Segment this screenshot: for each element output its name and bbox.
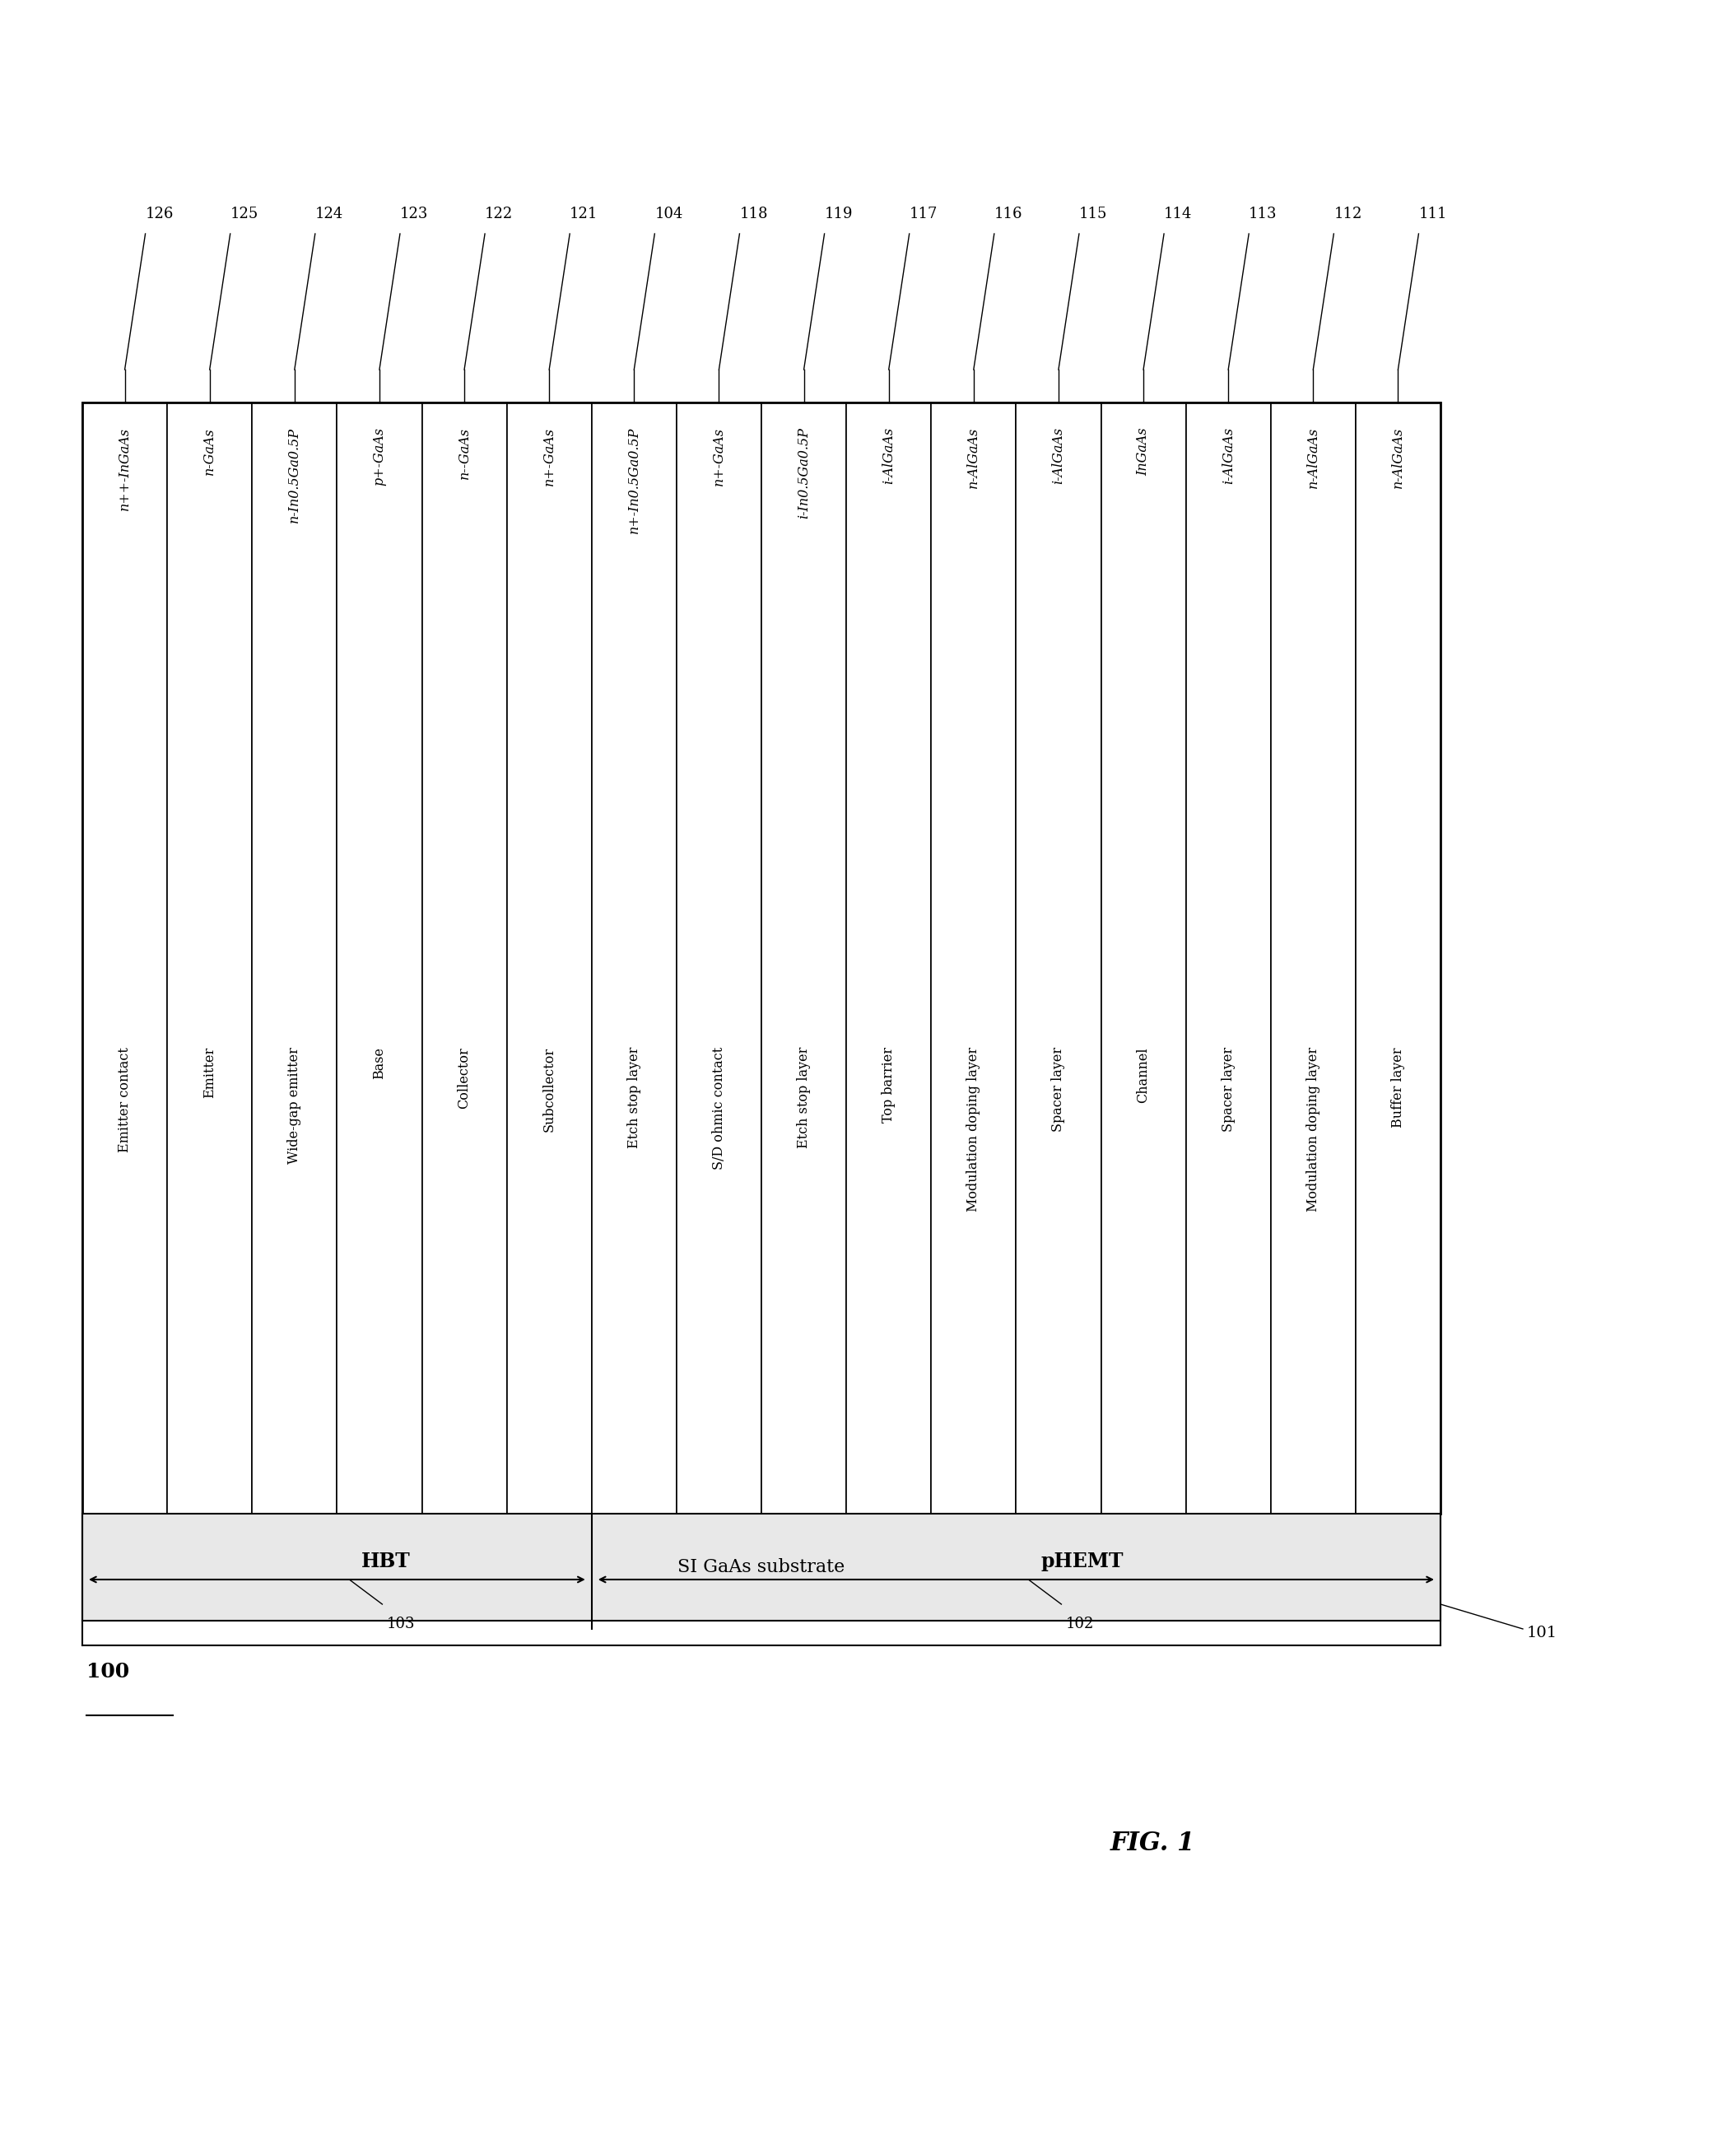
Text: Etch stop layer: Etch stop layer	[627, 1046, 641, 1149]
Bar	[1101, 403, 1186, 1513]
Text: 116: 116	[995, 207, 1023, 222]
Text: 123: 123	[399, 207, 429, 222]
Text: 125: 125	[231, 207, 259, 222]
Text: n-In0.5Ga0.5P: n-In0.5Ga0.5P	[288, 426, 302, 522]
Text: Spacer layer: Spacer layer	[1222, 1046, 1236, 1132]
Text: Base: Base	[373, 1046, 387, 1078]
Text: SI GaAs substrate: SI GaAs substrate	[677, 1558, 845, 1577]
Text: 103: 103	[387, 1617, 415, 1632]
Text: Emitter contact: Emitter contact	[118, 1046, 132, 1153]
Text: Emitter: Emitter	[203, 1046, 217, 1097]
Text: 102: 102	[1066, 1617, 1094, 1632]
Text: 111: 111	[1418, 207, 1448, 222]
Bar	[82, 403, 167, 1513]
Bar	[167, 403, 252, 1513]
Text: Buffer layer: Buffer layer	[1391, 1046, 1404, 1127]
Text: 100: 100	[87, 1662, 130, 1681]
Text: 117: 117	[910, 207, 937, 222]
Bar	[82, 403, 1441, 1513]
Text: 115: 115	[1080, 207, 1108, 222]
Text: n--GaAs: n--GaAs	[457, 426, 470, 479]
Text: 122: 122	[484, 207, 514, 222]
Text: 126: 126	[146, 207, 174, 222]
Bar	[1356, 403, 1441, 1513]
Text: S/D ohmic contact: S/D ohmic contact	[712, 1046, 726, 1170]
Text: n-AlGaAs: n-AlGaAs	[1391, 426, 1404, 488]
Text: i-AlGaAs: i-AlGaAs	[1052, 426, 1066, 484]
Bar	[930, 403, 1016, 1513]
Bar	[1016, 403, 1101, 1513]
Text: Top barrier: Top barrier	[882, 1046, 896, 1123]
Text: Etch stop layer: Etch stop layer	[797, 1046, 811, 1149]
Bar	[252, 403, 337, 1513]
Text: 113: 113	[1248, 207, 1278, 222]
Bar	[1271, 403, 1356, 1513]
Text: pHEMT: pHEMT	[1042, 1551, 1123, 1571]
Text: n+-GaAs: n+-GaAs	[542, 426, 556, 486]
Bar	[762, 403, 845, 1513]
Text: Spacer layer: Spacer layer	[1052, 1046, 1066, 1132]
Bar	[677, 403, 762, 1513]
Text: Modulation doping layer: Modulation doping layer	[967, 1046, 981, 1213]
Text: Collector: Collector	[457, 1046, 470, 1108]
Text: 112: 112	[1333, 207, 1363, 222]
Text: 119: 119	[825, 207, 852, 222]
Text: n-AlGaAs: n-AlGaAs	[967, 426, 981, 488]
Bar	[337, 403, 422, 1513]
Text: i-AlGaAs: i-AlGaAs	[882, 426, 896, 484]
Text: 104: 104	[654, 207, 682, 222]
Text: Subcollector: Subcollector	[542, 1046, 556, 1132]
Bar	[592, 403, 677, 1513]
Text: 118: 118	[740, 207, 767, 222]
Text: FIG. 1: FIG. 1	[1109, 1831, 1194, 1856]
Text: n+-GaAs: n+-GaAs	[712, 426, 726, 486]
Bar	[1186, 403, 1271, 1513]
Bar	[82, 1513, 1441, 1622]
Text: n+-In0.5Ga0.5P: n+-In0.5Ga0.5P	[627, 426, 641, 533]
Text: 101: 101	[1528, 1626, 1557, 1641]
Text: n-GaAs: n-GaAs	[203, 426, 217, 475]
Bar	[507, 403, 592, 1513]
Text: InGaAs: InGaAs	[1137, 426, 1151, 475]
Bar	[422, 403, 507, 1513]
Text: HBT: HBT	[361, 1551, 411, 1571]
Bar	[845, 403, 930, 1513]
Text: n++-InGaAs: n++-InGaAs	[118, 426, 132, 509]
Text: i-AlGaAs: i-AlGaAs	[1222, 426, 1236, 484]
Text: 124: 124	[316, 207, 344, 222]
Text: Modulation doping layer: Modulation doping layer	[1305, 1046, 1319, 1213]
Text: 121: 121	[569, 207, 599, 222]
Text: i-In0.5Ga0.5P: i-In0.5Ga0.5P	[797, 426, 811, 518]
Text: n-AlGaAs: n-AlGaAs	[1305, 426, 1319, 488]
Text: p+-GaAs: p+-GaAs	[373, 426, 387, 486]
Text: Channel: Channel	[1137, 1046, 1151, 1102]
Text: 114: 114	[1163, 207, 1193, 222]
Text: Wide-gap emitter: Wide-gap emitter	[288, 1046, 302, 1164]
